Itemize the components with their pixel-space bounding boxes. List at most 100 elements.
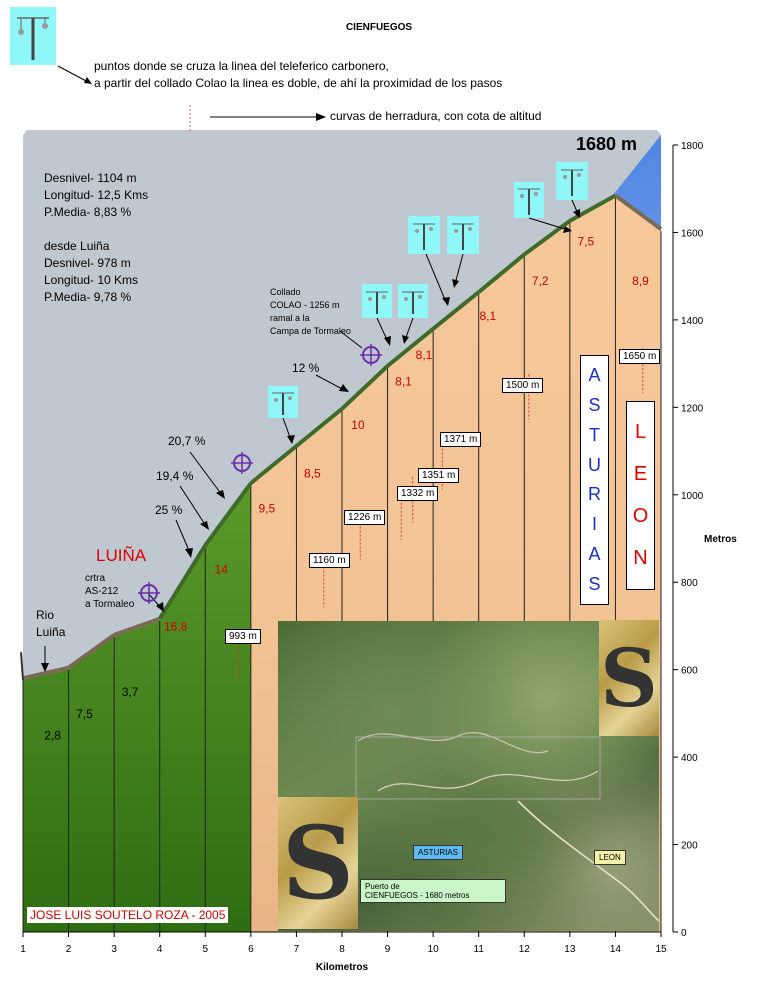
gondola-legend-icon [10,7,56,65]
profile-segment [67,633,116,670]
profile-segment [340,364,389,411]
x-tick-label: 12 [519,944,531,955]
signature-logo-icon: S [278,797,358,929]
asturias-letter: S [588,394,601,415]
photo-puerto-line-1: Puerto de [365,882,400,891]
x-tick-label: 13 [564,944,576,955]
profile-segment [158,544,207,620]
crosshair-marker-icon [138,582,160,604]
gondola-icon [398,284,428,318]
profile-segment [568,193,617,223]
rio-line-1: Rio [36,608,55,622]
summit-label: 1680 m [576,134,638,154]
asturias-letter: A [588,364,601,385]
x-tick-label: 11 [474,944,485,955]
x-tick-label: 2 [66,944,72,955]
collado-label: Collado COLAO - 1256 m ramal a la Campa … [270,286,351,338]
gondola-icon [268,386,298,418]
y-axis-title: Metros [704,534,737,545]
gondola-icon [556,162,588,200]
segment-grade-label: 7,5 [76,707,93,721]
legend-arrows [57,65,326,132]
y-tick-label: 1200 [681,403,704,414]
stat-from-pmedia: P.Media- 9,78 % [44,290,132,304]
stats-block: Desnivel- 1104 m Longitud- 12,5 Kms P.Me… [44,170,148,306]
x-tick-label: 9 [385,944,391,955]
asturias-letter: T [589,424,600,445]
x-tick-label: 5 [203,944,209,955]
gondola-icon [408,216,440,254]
asturias-letter: A [588,544,601,565]
gondola-icon [447,216,479,254]
profile-segment [431,290,480,331]
y-tick-label: 800 [681,578,698,589]
profile-segment [249,444,298,485]
stat-from-label: desde Luiña [44,239,110,253]
stat-total-pmedia: P.Media- 8,83 % [44,205,132,219]
legend-cable-text-2: a partir del collado Colao la linea es d… [94,76,503,90]
y-tick-label: 600 [681,666,698,677]
signature-logo-icon: S [599,620,659,736]
asturias-letter: U [588,454,601,475]
segment-grade-label: 9,5 [258,501,275,515]
stat-from-desnivel: Desnivel- 978 m [44,256,131,270]
crtra-label: crtra AS-212 a Tormaleo [85,572,134,611]
gondola-icon [362,284,392,318]
x-tick-label: 1 [20,944,26,955]
leon-letter: L [634,421,647,443]
profile-segment [203,481,253,547]
segment-grade-label: 8,5 [304,466,321,480]
segment-grade-label: 8,1 [416,348,433,362]
collado-line-4: Campa de Tormaleo [270,326,351,336]
hairpin-altitude-box: 1226 m [344,510,386,525]
author-label: JOSE LUIS SOUTELO ROZA - 2005 [27,907,229,923]
profile-green-area [23,485,251,932]
segment-grade-label: 14 [215,562,229,576]
rio-line-2: Luiña [36,625,66,639]
grade-label-19-4: 19,4 % [156,469,194,483]
segment-grade-label: 8,1 [479,309,496,323]
hairpin-altitude-box: 1160 m [309,553,350,568]
grade-label-25: 25 % [155,503,183,517]
y-tick-label: 400 [681,753,698,764]
leon-letter: N [633,547,648,569]
leon-letter: O [632,505,649,527]
legend-hairpin-text: curvas de herradura, con cota de altitud [330,109,542,123]
stat-from-longitud: Longitud- 10 Kms [44,273,139,287]
luina-label: LUIÑA [96,546,147,565]
y-tick-label: 1600 [681,228,704,239]
photo-puerto-line-2: CIENFUEGOS - 1680 metros [365,891,470,900]
profile-segment [477,252,526,294]
segment-grade-label: 3,7 [122,685,139,699]
photo-puerto-label: Puerto de CIENFUEGOS - 1680 metros [360,879,506,903]
photo-asturias-label: ASTURIAS [413,845,464,860]
crosshair-marker-icon [231,452,253,474]
chart-title: CIENFUEGOS [345,22,413,33]
y-tick-label: 1400 [681,316,704,327]
segment-grade-label: 8,9 [632,274,649,288]
y-tick-label: 1800 [681,141,704,152]
x-tick-label: 6 [248,944,254,955]
hairpin-altitude-box: 1351 m [418,468,460,483]
segment-grade-label: 2,8 [44,729,61,743]
profile-segment [295,407,344,448]
collado-line-3: ramal a la [270,313,310,323]
x-tick-label: 15 [655,944,667,955]
aerial-road-lines [355,731,659,922]
crtra-line-1: crtra [85,573,105,584]
crosshair-marker-icon [360,344,382,366]
asturias-letter: R [588,484,601,505]
asturias-letter: I [591,514,597,535]
y-tick-label: 200 [681,841,698,852]
x-tick-label: 8 [339,944,345,955]
grade-label-12: 12 % [292,361,320,375]
hairpin-altitude-box: 1332 m [397,486,439,501]
segment-grade-label: 7,5 [577,235,594,249]
segment-grade-label: 16,8 [164,619,188,633]
x-tick-label: 4 [157,944,163,955]
x-tick-label: 14 [610,944,622,955]
legend-cable-text-1: puntos donde se cruza la linea del telef… [94,59,389,73]
